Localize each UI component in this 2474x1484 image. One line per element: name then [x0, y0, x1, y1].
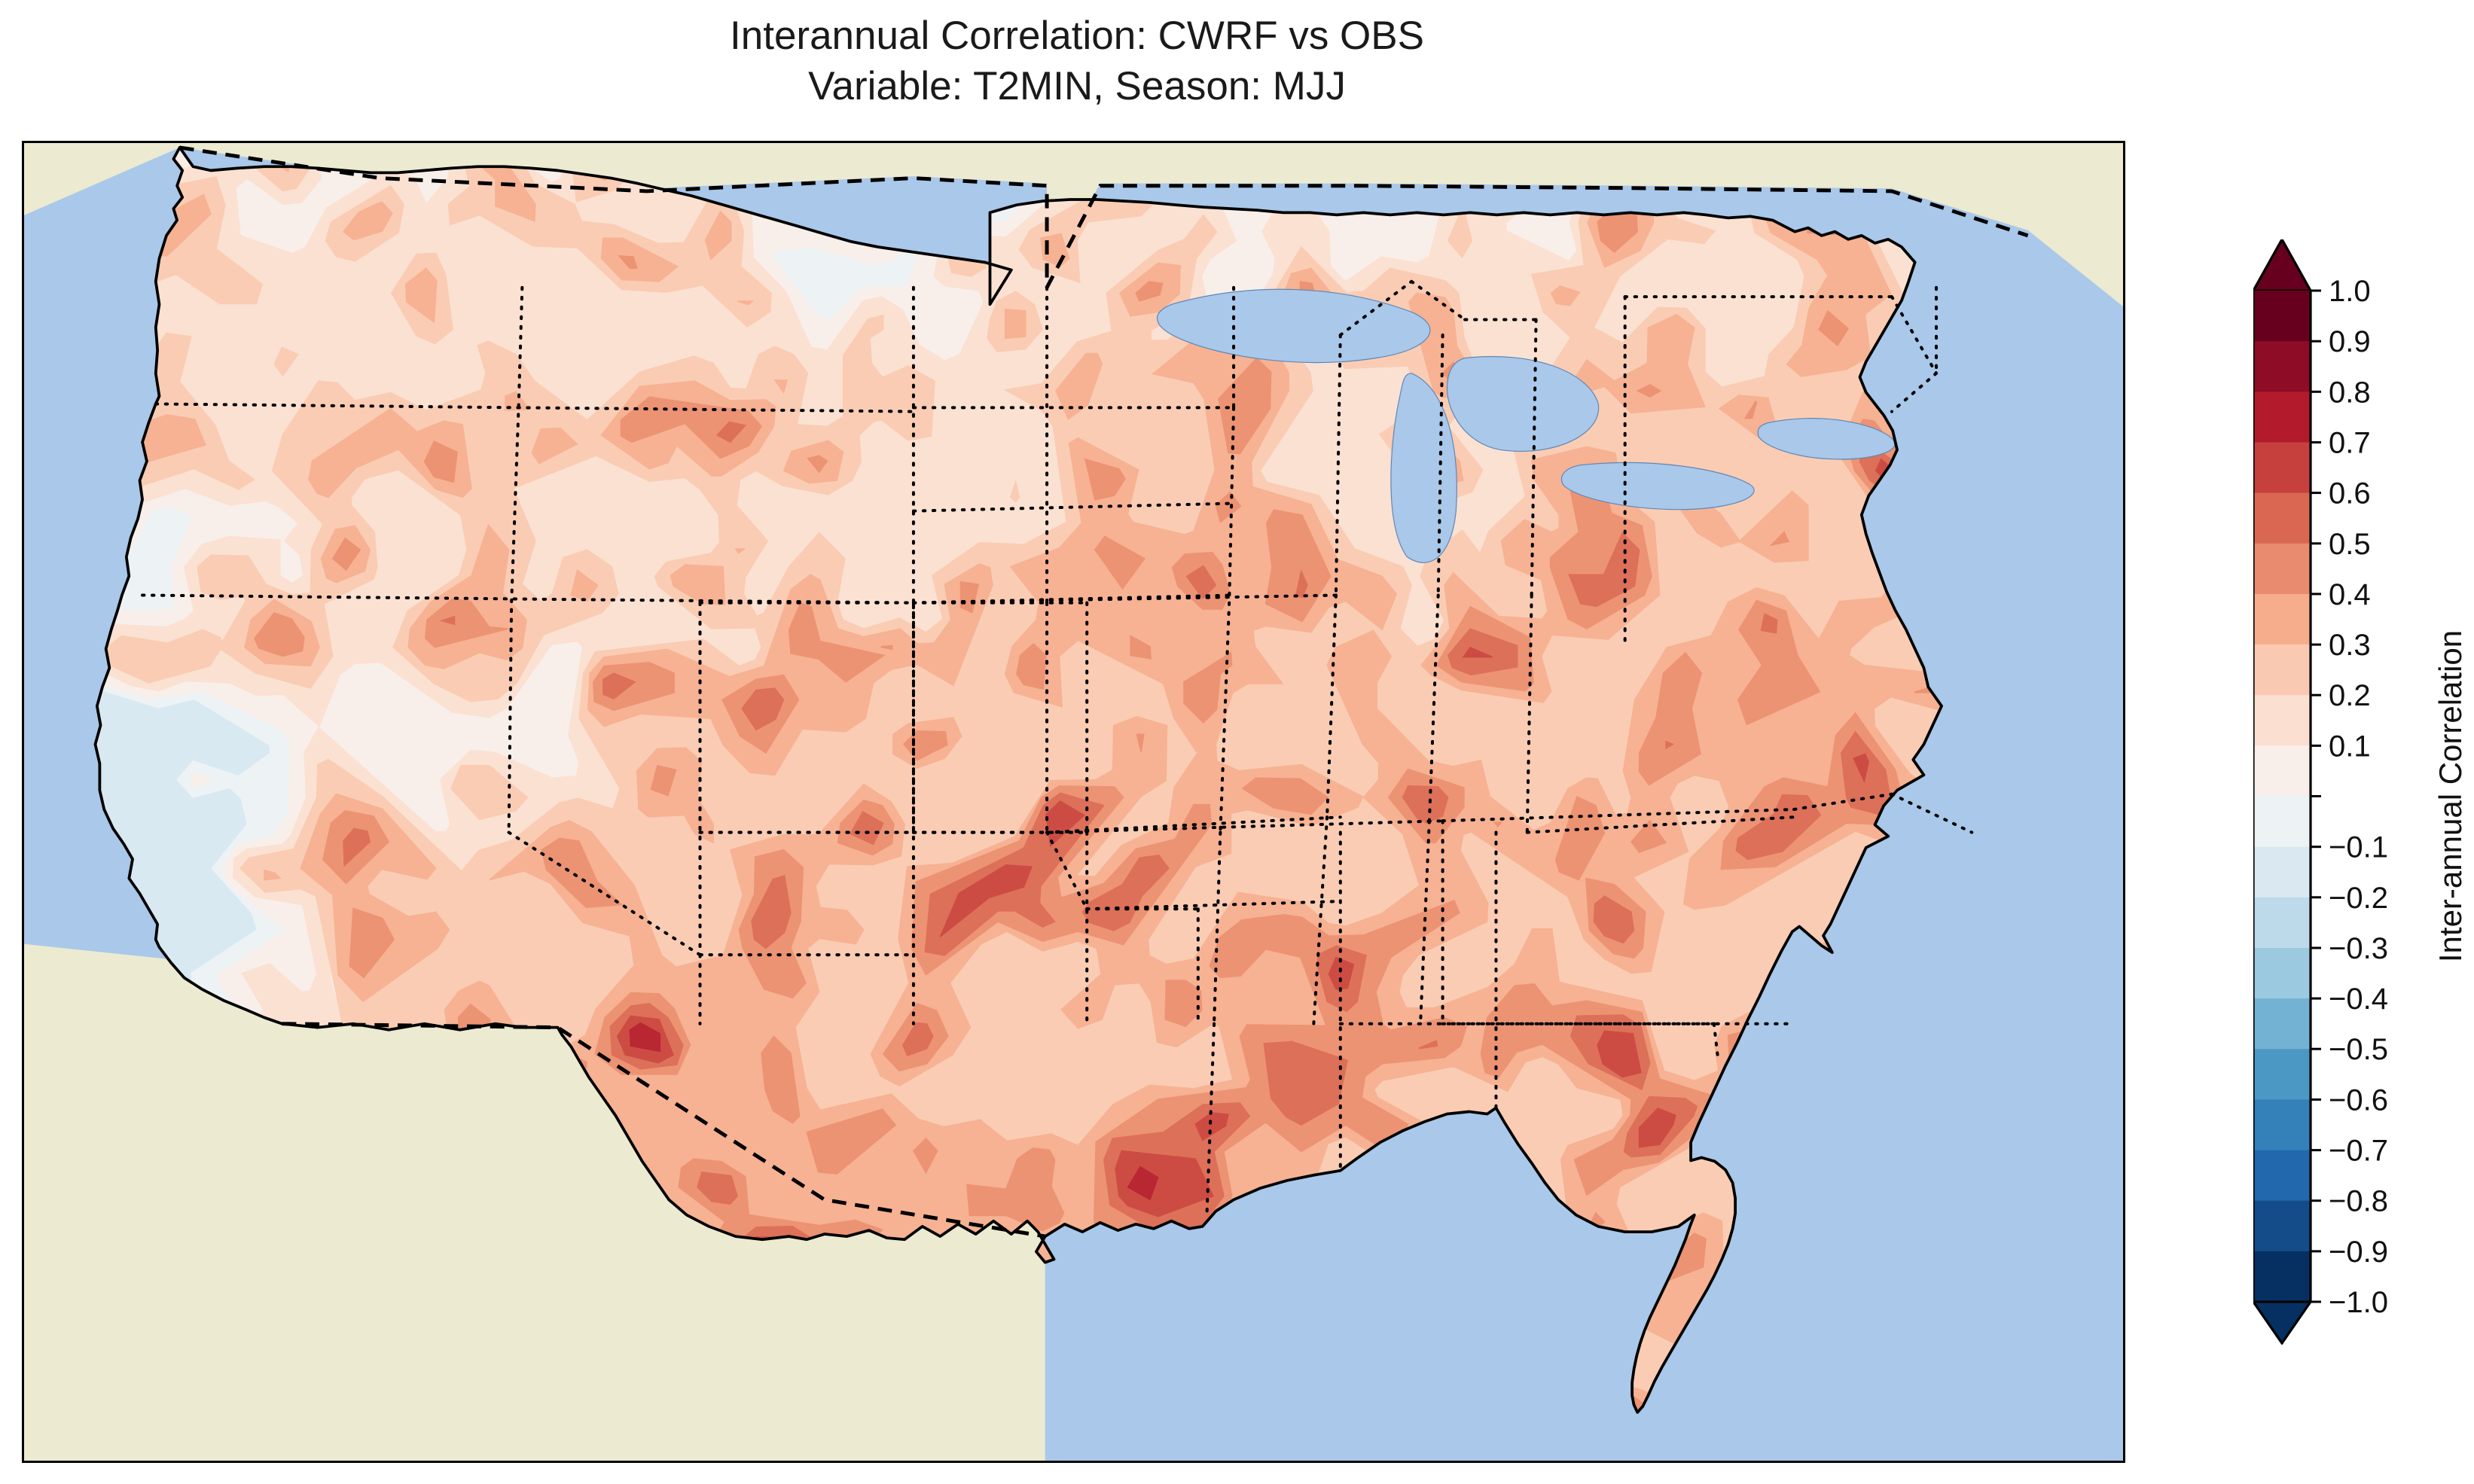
svg-text:−0.8: −0.8: [2329, 1185, 2388, 1218]
svg-text:−0.1: −0.1: [2329, 831, 2388, 864]
svg-text:0.3: 0.3: [2329, 629, 2371, 662]
svg-text:0.5: 0.5: [2329, 528, 2371, 561]
svg-text:0.9: 0.9: [2329, 325, 2371, 358]
svg-text:−0.4: −0.4: [2329, 983, 2388, 1016]
svg-text:−0.6: −0.6: [2329, 1083, 2388, 1117]
svg-text:0.8: 0.8: [2329, 376, 2371, 409]
svg-text:−0.3: −0.3: [2329, 932, 2388, 965]
svg-text:0.2: 0.2: [2329, 679, 2371, 712]
svg-text:0.6: 0.6: [2329, 477, 2371, 510]
svg-text:−0.9: −0.9: [2329, 1236, 2388, 1269]
svg-text:1.0: 1.0: [2329, 275, 2371, 308]
svg-text:0.7: 0.7: [2329, 427, 2371, 460]
svg-text:0.1: 0.1: [2329, 730, 2371, 763]
svg-text:−1.0: −1.0: [2329, 1286, 2388, 1319]
svg-text:−0.5: −0.5: [2329, 1033, 2388, 1066]
svg-text:−0.2: −0.2: [2329, 882, 2388, 915]
svg-text:−0.7: −0.7: [2329, 1135, 2388, 1168]
svg-text:Inter-annual Correlation: Inter-annual Correlation: [2433, 630, 2468, 962]
svg-text:0.4: 0.4: [2329, 578, 2371, 611]
